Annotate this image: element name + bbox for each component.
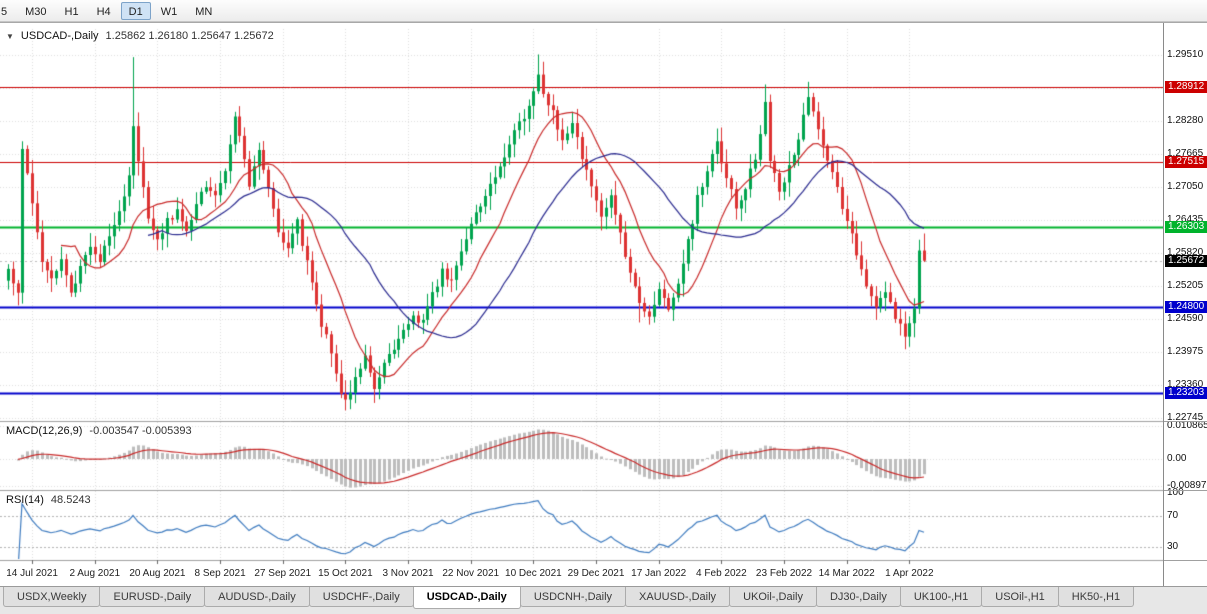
chart-area: ▼ USDCAD-,Daily 1.25862 1.26180 1.25647 … bbox=[0, 22, 1207, 587]
rsi-indicator-title: RSI(14) 48.5243 bbox=[6, 494, 91, 506]
chart-tab-hk50-h1[interactable]: HK50-,H1 bbox=[1057, 587, 1135, 607]
chart-tabs-bar: USDX,Weekly EURUSD-,Daily AUDUSD-,Daily USD… bbox=[0, 586, 1207, 614]
date-axis-label: 3 Nov 2021 bbox=[382, 568, 434, 579]
date-axis-label: 14 Jul 2021 bbox=[6, 568, 58, 579]
scale-tick-label: 0.010865 bbox=[1167, 420, 1207, 431]
macd-values: -0.003547 -0.005393 bbox=[89, 425, 192, 437]
scale-tick-label: 1.25820 bbox=[1167, 246, 1204, 258]
scale-tick-label: 1.22745 bbox=[1167, 411, 1204, 423]
chart-tab-xauusd-daily[interactable]: XAUUSD-,Daily bbox=[625, 587, 731, 607]
timeframe-button-m5[interactable]: 5 bbox=[0, 2, 15, 20]
symbol-label: USDCAD-,Daily bbox=[20, 30, 99, 42]
macd-indicator-title: MACD(12,26,9) -0.003547 -0.005393 bbox=[6, 425, 192, 437]
date-axis-label: 8 Sep 2021 bbox=[194, 568, 246, 579]
scale-tick-label: 0.00 bbox=[1167, 453, 1187, 464]
scale-tick-label: 1.25205 bbox=[1167, 279, 1204, 291]
timeframe-button-w1[interactable]: W1 bbox=[153, 2, 186, 20]
rsi-value: 48.5243 bbox=[50, 494, 91, 506]
scale-tick-label: 1.27665 bbox=[1167, 147, 1204, 159]
date-axis-label: 17 Jan 2022 bbox=[631, 568, 687, 579]
scale-tick-label: -0.00897 bbox=[1167, 480, 1207, 492]
date-axis-label: 4 Feb 2022 bbox=[696, 568, 747, 579]
scale-tick-label: 1.26435 bbox=[1167, 213, 1204, 225]
macd-label: MACD(12,26,9) bbox=[6, 425, 83, 437]
chart-title: ▼ USDCAD-,Daily 1.25862 1.26180 1.25647 … bbox=[6, 30, 274, 42]
date-axis-label: 15 Oct 2021 bbox=[318, 568, 373, 579]
chart-tab-usdx-weekly[interactable]: USDX,Weekly bbox=[3, 587, 101, 607]
chart-tab-audusd-daily[interactable]: AUDUSD-,Daily bbox=[204, 587, 310, 607]
scale-tick-label: 70 bbox=[1167, 510, 1179, 521]
scale-tick-label: 1.28280 bbox=[1167, 114, 1204, 126]
price-chart-canvas[interactable] bbox=[0, 23, 1163, 587]
level-price-label: 1.24800 bbox=[1165, 301, 1207, 314]
chart-tab-uk100-h1[interactable]: UK100-,H1 bbox=[899, 587, 983, 607]
date-axis-label: 14 Mar 2022 bbox=[818, 568, 875, 579]
level-price-label: 1.28912 bbox=[1165, 81, 1207, 94]
level-price-label: 1.26303 bbox=[1165, 220, 1207, 233]
timeframe-button-m30[interactable]: M30 bbox=[17, 2, 54, 20]
date-axis-label: 1 Apr 2022 bbox=[885, 568, 934, 579]
pane-separator[interactable] bbox=[1164, 421, 1207, 422]
chart-tab-eurusd-daily[interactable]: EURUSD-,Daily bbox=[99, 587, 206, 607]
date-axis-label: 22 Nov 2021 bbox=[442, 568, 500, 579]
price-scale[interactable]: 1.29510 1.28280 1.27665 1.27050 1.26435 1.258… bbox=[1163, 23, 1207, 587]
scale-tick-label: 30 bbox=[1167, 541, 1179, 552]
ohlc-values: 1.25862 1.26180 1.25647 1.25672 bbox=[105, 30, 274, 42]
pane-separator[interactable] bbox=[1164, 490, 1207, 491]
scale-tick-label: 1.24590 bbox=[1167, 312, 1204, 324]
scale-tick-label: 100 bbox=[1167, 486, 1184, 498]
chart-tab-dj30-daily[interactable]: DJ30-,Daily bbox=[815, 587, 901, 607]
chart-tab-usdcad-daily[interactable]: USDCAD-,Daily bbox=[412, 587, 521, 609]
scale-tick-label: 1.23360 bbox=[1167, 378, 1204, 390]
timeframe-button-h1[interactable]: H1 bbox=[57, 2, 87, 20]
timeframe-button-mn[interactable]: MN bbox=[187, 2, 220, 20]
chart-tab-usoil-h1[interactable]: USOil-,H1 bbox=[981, 587, 1059, 607]
chart-tab-usdchf-daily[interactable]: USDCHF-,Daily bbox=[308, 587, 414, 607]
date-axis: 14 Jul 2021 2 Aug 2021 20 Aug 2021 8 Sep 20… bbox=[0, 563, 1163, 587]
current-price-label: 1.25672 bbox=[1165, 254, 1207, 267]
date-axis-label: 10 Dec 2021 bbox=[505, 568, 562, 579]
date-axis-label: 2 Aug 2021 bbox=[69, 568, 121, 579]
date-axis-label: 23 Feb 2022 bbox=[755, 568, 813, 579]
date-axis-label: 27 Sep 2021 bbox=[254, 568, 312, 579]
scale-tick-label: 1.23975 bbox=[1167, 345, 1204, 357]
collapse-arrow-icon[interactable]: ▼ bbox=[6, 31, 14, 41]
rsi-label: RSI(14) bbox=[6, 494, 44, 506]
scale-tick-label: 1.27050 bbox=[1167, 180, 1204, 192]
date-axis-label: 20 Aug 2021 bbox=[129, 568, 186, 579]
pane-separator[interactable] bbox=[1164, 560, 1207, 561]
date-axis-label: 29 Dec 2021 bbox=[567, 568, 625, 579]
timeframe-button-d1[interactable]: D1 bbox=[120, 1, 151, 20]
level-price-label: 1.23203 bbox=[1165, 387, 1207, 400]
chart-tab-ukoil-daily[interactable]: UKOil-,Daily bbox=[729, 587, 817, 607]
timeframe-button-h4[interactable]: H4 bbox=[89, 2, 119, 20]
scale-tick-label: 1.29510 bbox=[1167, 49, 1204, 60]
level-price-label: 1.27515 bbox=[1165, 155, 1207, 168]
chart-tab-usdcnh-daily[interactable]: USDCNH-,Daily bbox=[519, 587, 627, 607]
timeframe-toolbar: 5 M30 H1 H4 D1 W1 MN bbox=[0, 0, 1207, 22]
